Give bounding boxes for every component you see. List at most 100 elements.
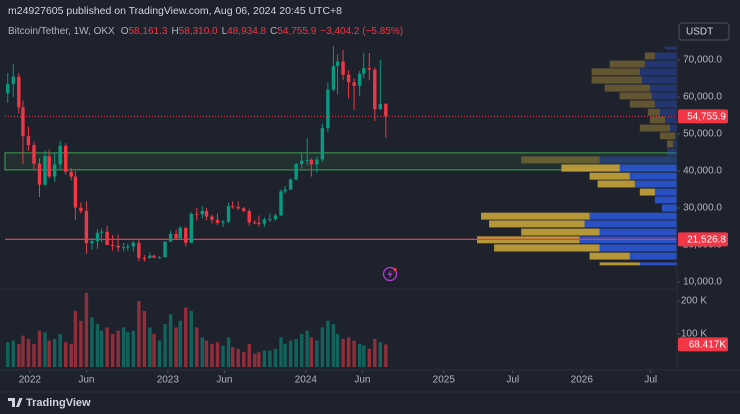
candle-body — [288, 179, 293, 190]
profile-down — [609, 60, 645, 68]
volume-bar — [152, 333, 156, 367]
legend-value: 58,161.3 — [129, 26, 168, 37]
legend-key: O — [121, 26, 129, 37]
volume-bar — [126, 332, 130, 367]
legend-value: 58,310.0 — [179, 26, 218, 37]
volume-bar — [131, 330, 136, 367]
legend-change: −3,404.2 (−5.85%) — [320, 26, 403, 37]
volume-bar — [221, 345, 225, 367]
volume-tag-bg — [678, 337, 728, 352]
volume-bar — [43, 332, 47, 367]
volume-bar — [105, 327, 109, 367]
candle-body — [247, 210, 251, 223]
volume-bar — [315, 340, 319, 367]
profile-down — [599, 262, 640, 266]
level-tag: 21,526.8 — [687, 234, 726, 245]
x-tick-label: 2024 — [295, 375, 318, 386]
legend-value: 54,755.9 — [277, 26, 316, 37]
candle-body — [110, 245, 115, 246]
candle-body — [273, 215, 278, 220]
volume-bar — [37, 330, 42, 367]
volume-bar — [121, 327, 126, 367]
volume-bar — [273, 348, 278, 367]
profile-up — [654, 196, 677, 204]
profile-up — [634, 180, 677, 188]
candle-body — [195, 213, 199, 215]
x-tick-label: 2023 — [157, 375, 180, 386]
profile-down — [591, 68, 640, 76]
candle-body — [174, 233, 178, 239]
x-tick-label: 2026 — [571, 375, 594, 386]
candle-body — [236, 206, 240, 209]
profile-up — [666, 148, 677, 156]
price-tag: 54,755.9 — [687, 112, 726, 123]
volume-bar — [210, 343, 214, 367]
volume-bar — [174, 327, 178, 367]
volume-bar — [299, 333, 304, 367]
volume-bar — [21, 335, 25, 367]
volume-bar — [262, 350, 267, 367]
volume-bar — [230, 347, 235, 367]
candle-body — [47, 156, 51, 177]
candle-body — [326, 89, 330, 129]
candle-body — [142, 257, 147, 259]
volume-tick-label: 200 K — [681, 296, 707, 307]
x-tick-label: Jul — [644, 375, 657, 386]
volume-bar — [309, 337, 314, 367]
volume-bar — [58, 333, 62, 367]
candle-body — [148, 255, 152, 258]
legend: Bitcoin/Tether, 1W, OKX O58,161.3 H58,310.… — [8, 26, 403, 37]
candle-body — [200, 210, 205, 215]
profile-up — [659, 108, 677, 116]
candle-body — [58, 145, 62, 165]
profile-down — [521, 228, 600, 236]
volume-bar — [189, 310, 193, 367]
candle-body — [121, 247, 126, 249]
logo[interactable] — [8, 398, 23, 407]
volume-bar — [32, 343, 36, 367]
profile-up — [651, 92, 677, 100]
profile-down — [589, 172, 630, 180]
profile-up — [619, 164, 677, 172]
candle-body — [346, 74, 351, 83]
profile-up — [649, 84, 677, 92]
volume-bar — [84, 292, 89, 367]
brand: TradingView — [26, 397, 91, 409]
candle-body — [210, 216, 214, 220]
candle-body — [352, 82, 356, 86]
profile-up — [599, 228, 677, 236]
volume-bar — [69, 343, 73, 367]
profile-up — [629, 252, 677, 260]
volume-bar — [195, 327, 199, 367]
candle-body — [64, 145, 68, 172]
volume-tag: 68.417K — [689, 340, 727, 351]
profile-up — [654, 52, 677, 60]
candle-body — [168, 233, 173, 242]
publisher: m24927605 published on TradingView.com, … — [8, 5, 342, 17]
volume-bar — [215, 342, 220, 367]
candle-body — [268, 219, 272, 221]
volume-bar — [335, 333, 340, 367]
volume-bar — [341, 338, 345, 367]
candle-body — [21, 107, 25, 137]
profile-up — [664, 46, 677, 50]
volume-bar — [226, 337, 231, 367]
candle-body — [215, 219, 220, 223]
lightning-icon[interactable] — [382, 266, 398, 282]
volume-bar — [200, 337, 205, 367]
candle-body — [37, 163, 42, 185]
volume-bar — [367, 348, 371, 367]
candle-body — [99, 231, 104, 233]
volume-bar — [17, 343, 21, 367]
currency-box[interactable] — [678, 22, 730, 41]
profile-up — [654, 188, 677, 196]
profile-down — [629, 100, 655, 108]
volume-bar — [64, 342, 68, 367]
profile-down — [489, 220, 585, 228]
profile-up — [589, 212, 677, 220]
x-tick-label: 2025 — [433, 375, 456, 386]
profile-down — [521, 156, 600, 164]
y-tick-label: 40,000.0 — [683, 166, 722, 177]
candle-body — [294, 163, 298, 180]
volume-bar — [268, 350, 272, 367]
